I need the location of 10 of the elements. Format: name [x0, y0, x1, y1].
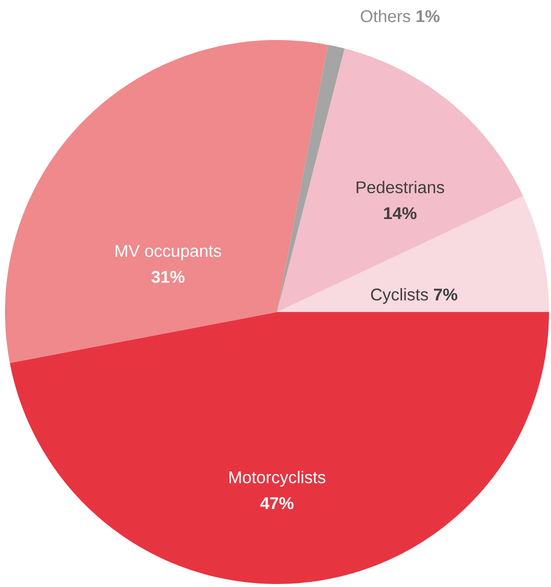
slice-label: MV occupants: [116, 245, 222, 260]
data-label: 1%: [416, 10, 440, 22]
slice-label: Others: [360, 10, 410, 22]
data-label: 47%: [260, 497, 294, 510]
data-label: 31%: [151, 270, 184, 283]
slice-label: Pedestrians: [356, 180, 444, 194]
data-label: 7%: [434, 288, 458, 300]
slice-label: Motorcyclists: [229, 470, 326, 487]
data-label: 14%: [384, 207, 416, 220]
slice-label: Cyclists: [371, 288, 428, 304]
